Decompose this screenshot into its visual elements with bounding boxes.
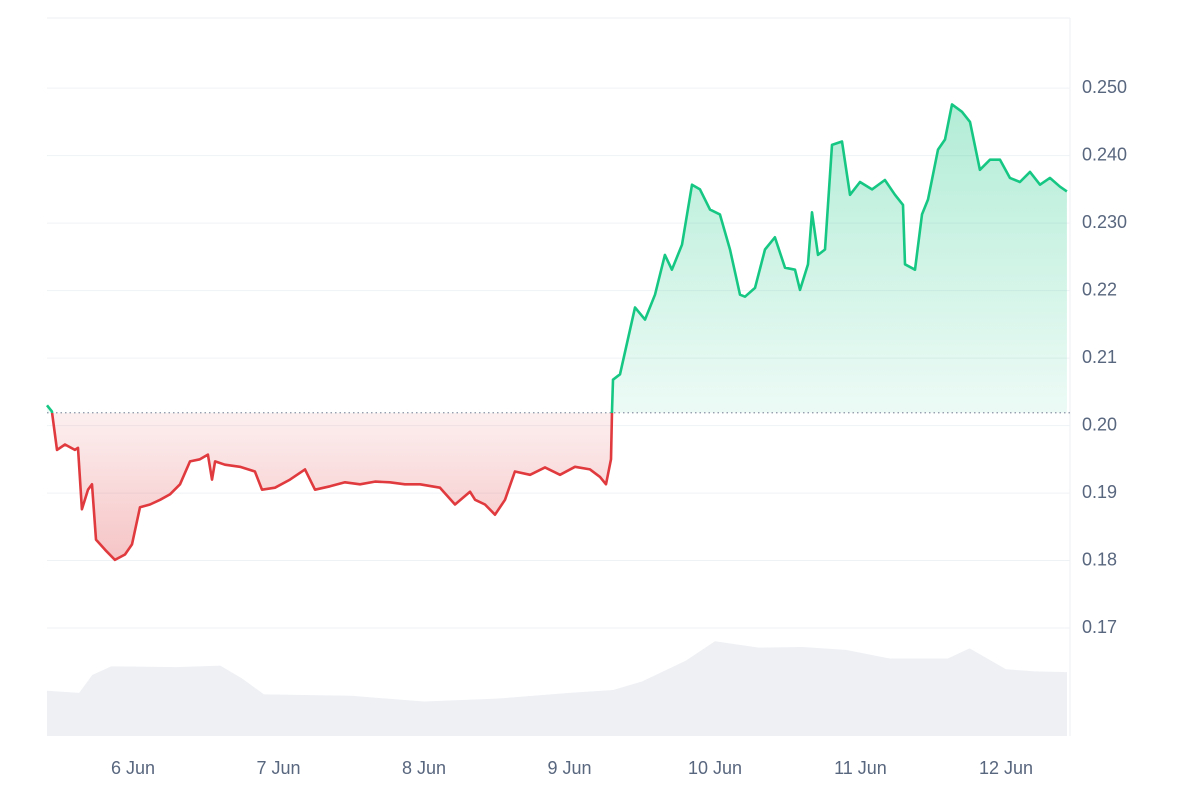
x-tick-label: 6 Jun xyxy=(111,758,155,778)
x-tick-label: 8 Jun xyxy=(402,758,446,778)
x-tick-label: 11 Jun xyxy=(834,758,887,778)
y-tick-label: 0.230 xyxy=(1082,212,1127,232)
x-tick-label: 9 Jun xyxy=(547,758,591,778)
y-tick-label: 0.20 xyxy=(1082,414,1117,434)
y-tick-label: 0.17 xyxy=(1082,617,1117,637)
y-tick-label: 0.21 xyxy=(1082,347,1117,367)
y-tick-label: 0.22 xyxy=(1082,279,1117,299)
y-tick-label: 0.250 xyxy=(1082,77,1127,97)
x-tick-label: 7 Jun xyxy=(256,758,300,778)
x-tick-label: 10 Jun xyxy=(688,758,742,778)
y-tick-label: 0.19 xyxy=(1082,482,1117,502)
price-area xyxy=(47,104,1067,560)
volume-area xyxy=(47,641,1067,736)
price-line xyxy=(45,103,1068,562)
x-tick-label: 12 Jun xyxy=(979,758,1033,778)
y-tick-label: 0.18 xyxy=(1082,549,1117,569)
y-tick-label: 0.240 xyxy=(1082,144,1127,164)
